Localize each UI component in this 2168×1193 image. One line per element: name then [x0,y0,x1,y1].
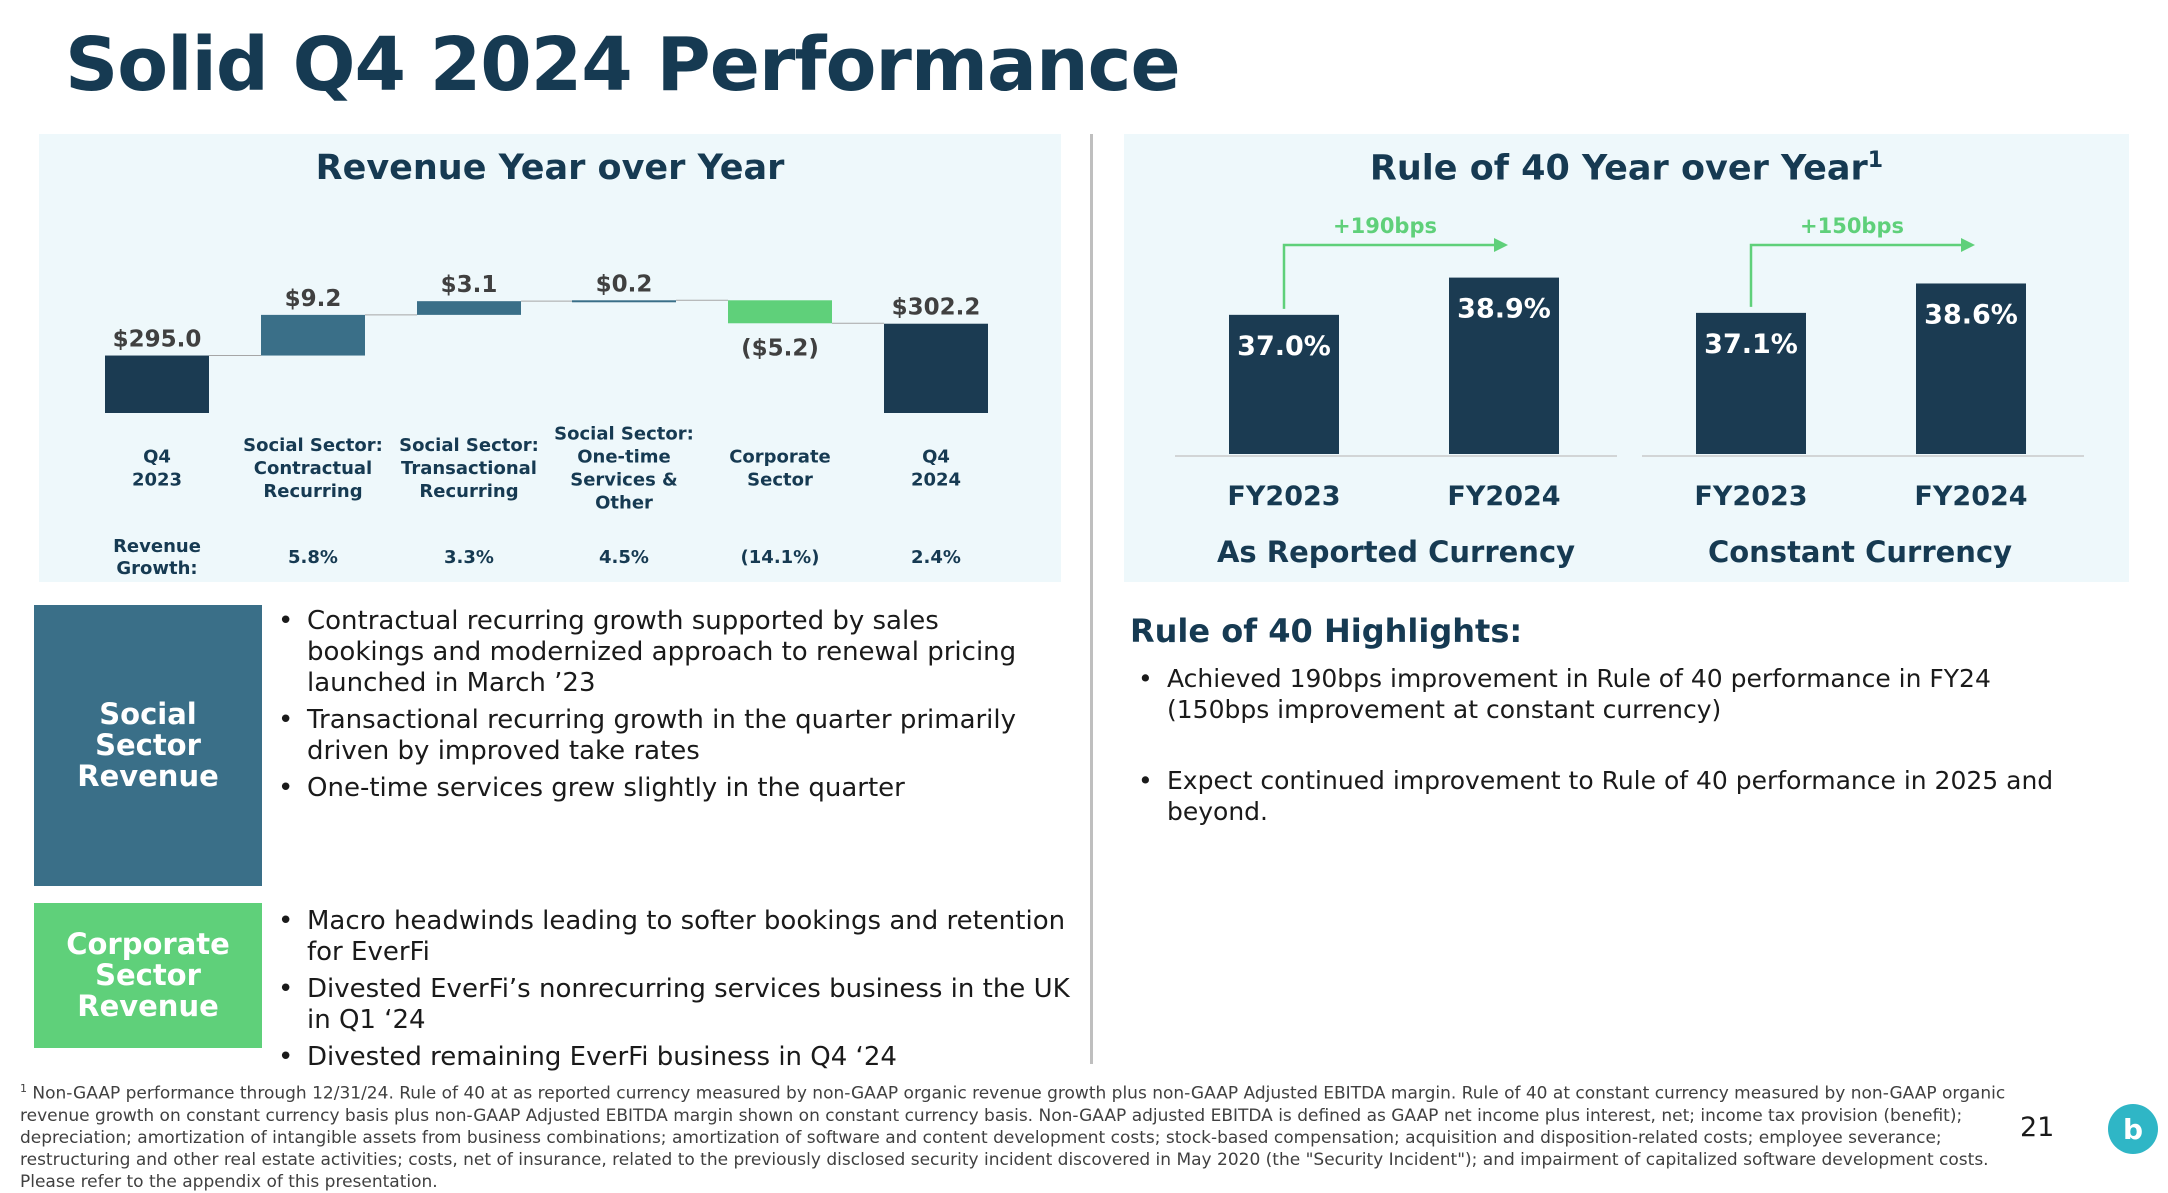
rule40-bar [1449,277,1559,454]
bullet-item: Contractual recurring growth supported b… [272,606,1062,699]
waterfall-category-label: Corporate Sector [729,447,831,491]
page-title: Solid Q4 2024 Performance [65,22,1181,108]
rule40-year-label: FY2023 [1694,481,1807,512]
rule40-bar [1916,283,2026,454]
improvement-bps-label: +190bps [1333,214,1437,238]
bullet-item: Divested remaining EverFi business in Q4… [272,1042,1072,1073]
footnote-number: 1 [20,1082,27,1095]
revenue-waterfall-chart: $295.0 Q4 2023 $9.2 Social Sector: Contractua… [105,271,988,579]
blackbaud-logo-icon: b [2108,1104,2158,1154]
rule40-panel: Rule of 40 Year over Year1 37.0% FY2023 38… [1124,134,2129,582]
bullet-item: Achieved 190bps improvement in Rule of 4… [1132,663,2092,725]
revenue-growth-value: 2.4% [911,547,961,568]
bullet-item: Divested EverFi’s nonrecurring services … [272,974,1072,1036]
improvement-arrow [1749,243,1963,307]
rule40-highlights-title: Rule of 40 Highlights: [1130,612,1523,650]
rule40-bar [1229,314,1339,454]
rule40-bar-chart: 37.0% FY2023 38.9% FY2024 +190bps As Reported… [1175,214,2084,569]
social-sector-revenue-box: Social Sector Revenue [34,605,262,886]
waterfall-value-label: $9.2 [285,286,342,312]
footnote: 1 Non-GAAP performance through 12/31/24.… [20,1078,2040,1193]
revenue-panel-title: Revenue Year over Year [315,148,785,188]
rule40-bar-value-label: 37.0% [1237,331,1331,362]
waterfall-value-label: $295.0 [113,327,202,353]
rule40-bar-value-label: 38.9% [1457,294,1551,325]
corporate-sector-revenue-box: Corporate Sector Revenue [34,903,262,1048]
rule40-panel-title: Rule of 40 Year over Year1 [1369,148,1884,189]
revenue-panel: Revenue Year over Year $295.0 Q4 2023 $9.2 S… [39,134,1061,582]
bullet-item: Expect continued improvement to Rule of … [1132,765,2092,827]
rule40-highlights-bullets: Achieved 190bps improvement in Rule of 4… [1132,663,2092,867]
revenue-growth-row-label: Revenue Growth: [113,536,201,579]
social-sector-revenue-label: Social Sector Revenue [77,697,219,793]
corporate-sector-bullets: Macro headwinds leading to softer bookin… [272,906,1072,1079]
improvement-arrowhead [1961,238,1975,252]
bullet-item: Macro headwinds leading to softer bookin… [272,906,1072,968]
waterfall-value-label: ($5.2) [741,335,819,361]
rule40-year-label: FY2024 [1914,481,2027,512]
footnote-text: Non-GAAP performance through 12/31/24. R… [20,1083,2006,1192]
rule40-bar [1696,312,1806,454]
improvement-bps-label: +150bps [1800,214,1904,238]
waterfall-category-label: Q4 2023 [132,447,182,491]
improvement-arrow [1282,243,1496,309]
waterfall-bar [728,300,832,324]
rule40-bar-value-label: 38.6% [1924,299,2018,330]
revenue-growth-value: (14.1%) [741,547,820,568]
page-number: 21 [2020,1112,2055,1143]
waterfall-category-label: Social Sector: One-time Services & Other [554,424,694,514]
waterfall-value-label: $3.1 [441,272,498,298]
rule40-year-label: FY2023 [1227,481,1340,512]
waterfall-bar [572,300,676,303]
waterfall-category-label: Social Sector: Transactional Recurring [399,435,539,502]
waterfall-category-label: Q4 2024 [911,447,961,491]
waterfall-bar [105,355,209,413]
waterfall-bar [417,301,521,315]
revenue-growth-value: 5.8% [288,547,338,568]
revenue-growth-value: 3.3% [444,547,494,568]
footnote-marker: 1 [1867,148,1884,173]
rule40-year-label: FY2024 [1447,481,1560,512]
waterfall-value-label: $302.2 [892,295,981,321]
currency-group-label: Constant Currency [1708,535,2012,569]
corporate-sector-revenue-label: Corporate Sector Revenue [66,927,230,1023]
social-sector-bullets: Contractual recurring growth supported b… [272,606,1062,810]
revenue-growth-value: 4.5% [599,547,649,568]
waterfall-category-label: Social Sector: Contractual Recurring [243,435,383,502]
currency-group-label: As Reported Currency [1217,535,1575,569]
waterfall-bar [884,323,988,413]
improvement-arrowhead [1494,238,1508,252]
rule40-bar-value-label: 37.1% [1704,329,1798,360]
waterfall-value-label: $0.2 [596,271,653,297]
bullet-item: Transactional recurring growth in the qu… [272,705,1062,767]
bullet-item: One-time services grew slightly in the q… [272,773,1062,804]
waterfall-bar [261,314,365,356]
column-divider [1090,134,1093,1064]
